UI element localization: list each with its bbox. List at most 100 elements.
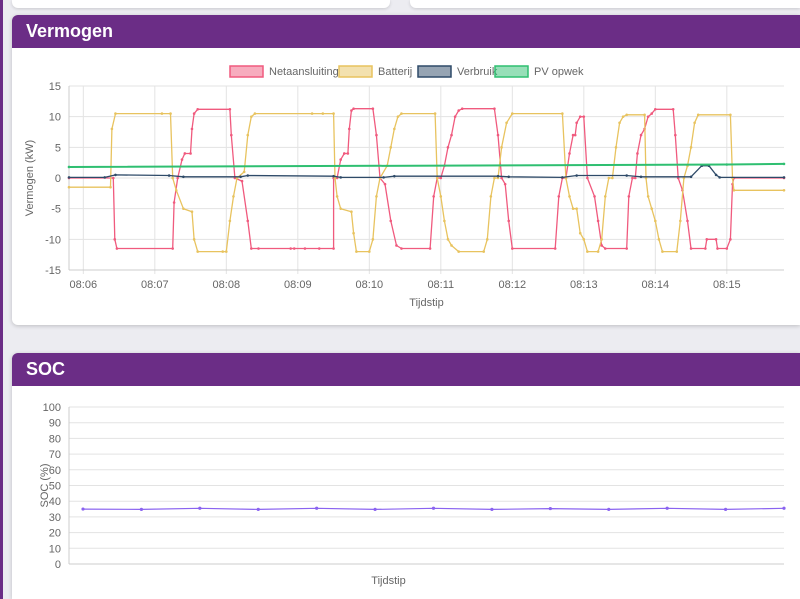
data-point <box>607 176 611 180</box>
data-point <box>500 176 503 180</box>
data-point <box>679 219 682 223</box>
data-point <box>435 176 439 180</box>
data-point <box>729 113 732 117</box>
data-point <box>460 107 464 110</box>
data-point <box>114 173 117 177</box>
data-point <box>714 173 718 177</box>
data-point <box>675 250 679 253</box>
data-point <box>503 182 507 186</box>
data-point <box>782 188 786 192</box>
series-line <box>69 108 784 250</box>
data-point <box>600 244 603 247</box>
data-point <box>375 133 378 137</box>
vermogen-card-title: Vermogen <box>12 15 800 48</box>
data-point <box>507 175 511 179</box>
data-point <box>457 109 460 112</box>
data-point <box>250 247 253 250</box>
data-point <box>190 210 194 214</box>
data-point <box>169 112 172 115</box>
legend-label: Netaansluiting <box>269 66 339 78</box>
data-point <box>180 158 184 161</box>
data-point <box>347 127 351 131</box>
data-point <box>646 195 650 198</box>
y-tick-label: 100 <box>43 402 61 414</box>
data-point <box>303 247 307 250</box>
data-point <box>507 219 511 223</box>
data-point <box>548 506 552 511</box>
data-point <box>339 158 343 161</box>
data-point <box>611 176 614 180</box>
data-point <box>382 176 385 179</box>
data-point <box>553 247 557 250</box>
x-tick-label: 08:08 <box>213 279 241 291</box>
x-tick-label: 08:15 <box>713 279 741 291</box>
data-point <box>256 507 260 511</box>
data-point <box>689 247 693 250</box>
data-point <box>310 112 314 115</box>
data-point <box>443 219 446 223</box>
data-point <box>375 195 378 198</box>
data-point <box>782 506 786 510</box>
data-point <box>112 176 115 180</box>
data-point <box>333 176 337 180</box>
data-point <box>67 185 71 189</box>
data-point <box>485 238 489 241</box>
data-point <box>582 238 586 241</box>
data-point <box>511 247 514 250</box>
x-tick-label: 08:06 <box>70 279 98 291</box>
data-point <box>627 195 631 198</box>
data-point <box>225 250 228 253</box>
data-point <box>332 174 335 178</box>
data-point <box>81 507 85 511</box>
data-point <box>665 506 669 510</box>
data-point <box>240 179 244 183</box>
x-tick-label: 08:12 <box>499 279 527 291</box>
data-point <box>568 152 571 155</box>
data-point <box>196 108 199 111</box>
data-point <box>400 112 403 115</box>
data-point <box>450 133 453 137</box>
y-axis-title: Vermogen (kW) <box>24 140 36 216</box>
x-tick-label: 08:07 <box>141 279 169 291</box>
data-point <box>317 247 321 250</box>
data-point <box>110 127 114 131</box>
data-point <box>723 507 728 511</box>
data-point <box>371 238 375 241</box>
y-tick-label: -15 <box>45 265 61 277</box>
data-point <box>350 109 353 112</box>
data-point <box>115 247 119 250</box>
data-point <box>109 185 112 189</box>
data-point <box>192 238 196 241</box>
data-point <box>230 133 233 137</box>
data-point <box>511 112 514 115</box>
data-point <box>704 247 707 250</box>
data-point <box>339 176 343 179</box>
data-point <box>593 195 596 198</box>
data-point <box>621 115 625 118</box>
data-point <box>578 115 582 118</box>
data-point <box>446 238 450 241</box>
data-point <box>654 108 657 111</box>
data-point <box>732 188 736 192</box>
data-point <box>431 506 436 510</box>
legend-label: Batterij <box>378 66 412 78</box>
data-point <box>246 174 250 177</box>
data-point <box>453 115 457 118</box>
data-point <box>383 182 387 186</box>
y-tick-label: 15 <box>49 81 61 93</box>
data-point <box>714 238 718 241</box>
data-point <box>355 250 358 253</box>
data-point <box>239 175 242 179</box>
legend-swatch <box>417 65 452 78</box>
y-tick-label: 20 <box>49 528 61 540</box>
data-point <box>661 250 664 253</box>
y-tick-label: 50 <box>49 481 61 493</box>
data-point <box>232 195 235 198</box>
data-point <box>725 163 729 166</box>
data-point <box>253 112 257 115</box>
data-point <box>446 146 450 149</box>
data-point <box>578 231 582 235</box>
data-point <box>292 247 296 250</box>
data-point <box>182 175 185 179</box>
y-tick-label: 0 <box>55 173 61 185</box>
